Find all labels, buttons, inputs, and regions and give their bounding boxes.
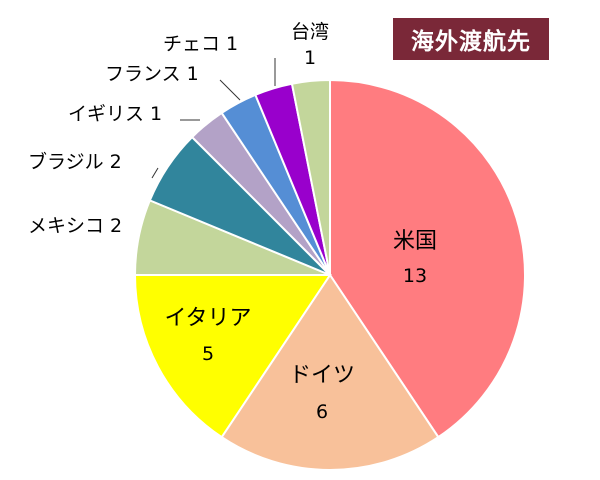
slice-value: 6 bbox=[316, 401, 328, 423]
slice-label-text: イギリス bbox=[68, 103, 144, 125]
slice-label-text: フランス bbox=[105, 63, 181, 85]
slice-label: フランス 1 bbox=[105, 63, 199, 85]
slice-label: メキシコ 2 bbox=[28, 215, 122, 237]
leader-line bbox=[219, 79, 241, 101]
slice-value: 1 bbox=[226, 33, 238, 55]
slice-value: 2 bbox=[110, 215, 122, 237]
chart-title: 海外渡航先 bbox=[393, 18, 549, 60]
slice-label: 台湾 bbox=[291, 21, 329, 43]
slice-label: ドイツ bbox=[289, 363, 355, 388]
slice-label: 米国 bbox=[393, 229, 437, 254]
pie-slice bbox=[290, 78, 331, 276]
slice-value: 13 bbox=[403, 265, 427, 287]
slice-value: 2 bbox=[110, 151, 122, 173]
slice-label-text: ブラジル bbox=[28, 150, 104, 173]
slice-label: イギリス 1 bbox=[68, 103, 162, 125]
slice-value: 1 bbox=[304, 47, 316, 69]
slice-label: ブラジル 2 bbox=[28, 150, 122, 173]
pie-slice bbox=[220, 273, 440, 472]
slice-label-text: メキシコ bbox=[28, 215, 104, 237]
pie-slice bbox=[133, 274, 332, 439]
slice-value: 5 bbox=[202, 343, 214, 365]
slice-value: 1 bbox=[150, 103, 162, 125]
slice-label: イタリア bbox=[164, 306, 251, 331]
slice-value: 1 bbox=[187, 63, 199, 85]
slice-label-text: チェコ bbox=[163, 33, 220, 55]
leader-line bbox=[151, 167, 159, 179]
slice-label: チェコ 1 bbox=[163, 33, 238, 55]
